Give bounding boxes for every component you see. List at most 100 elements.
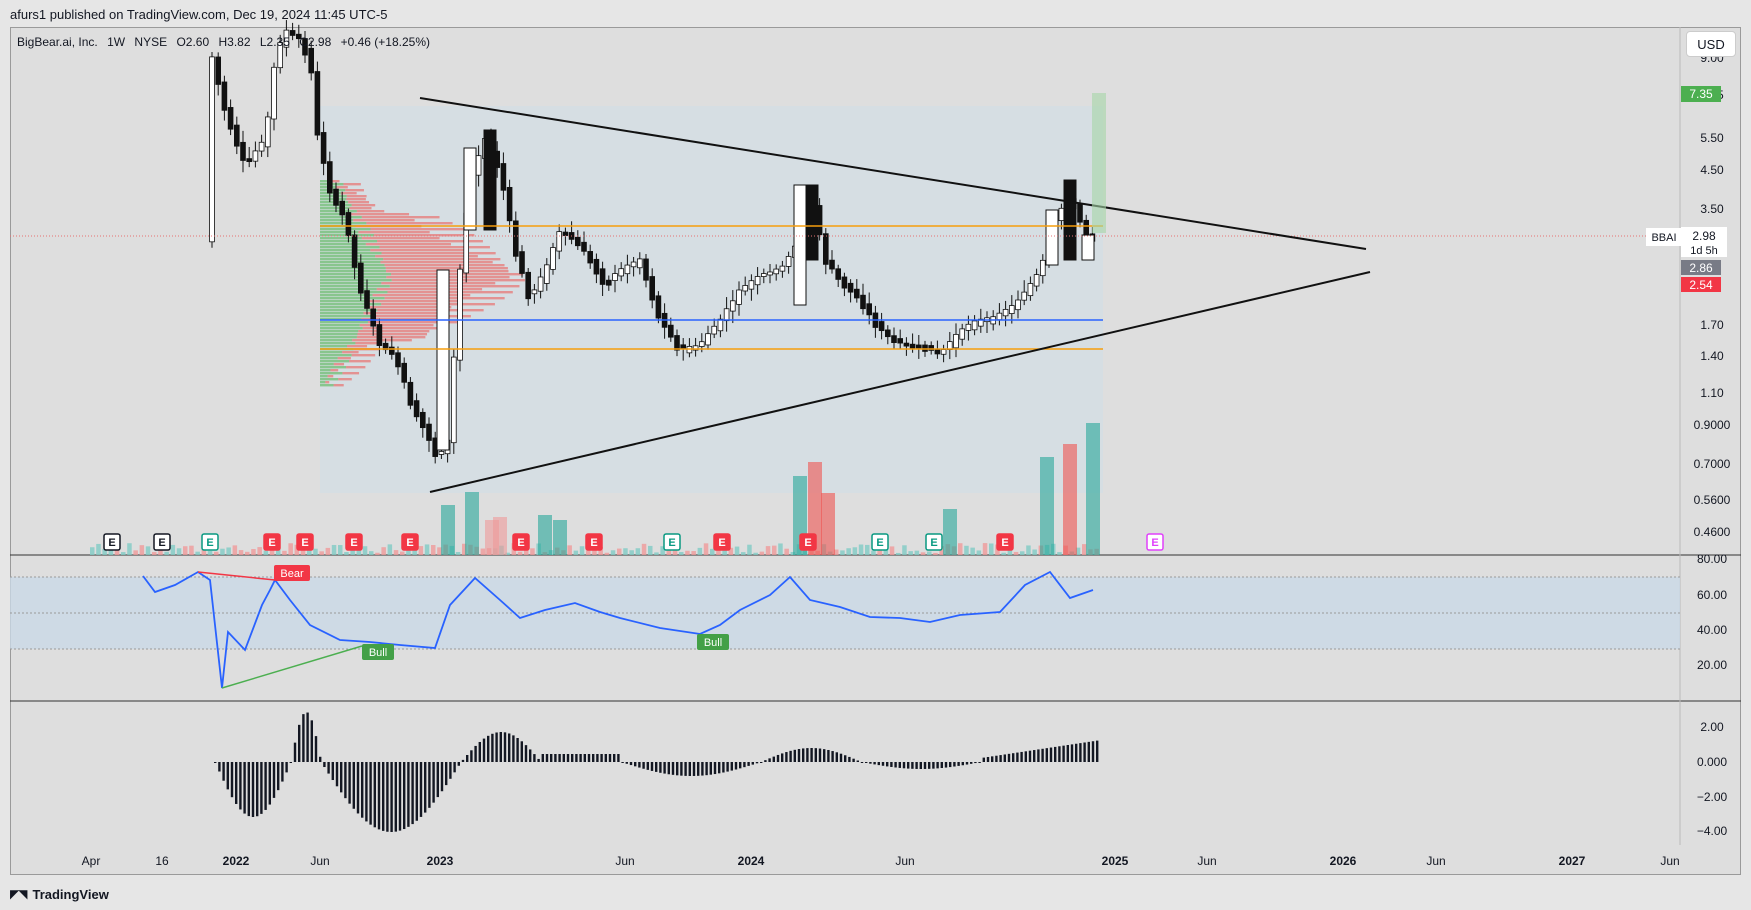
- macd-bar: [663, 762, 666, 774]
- macd-bar: [239, 762, 242, 810]
- vp-bar-red: [325, 381, 330, 384]
- macd-bar: [886, 762, 889, 767]
- macd-bar: [554, 754, 557, 762]
- macd-bar: [776, 754, 780, 762]
- price-tag-gray-text: 2.86: [1689, 261, 1713, 275]
- macd-bar: [860, 762, 864, 763]
- volume-bar: [747, 544, 752, 555]
- macd-bar: [680, 762, 683, 776]
- time-tick-label: Jun: [310, 854, 329, 868]
- earnings-marker-label: E: [158, 537, 165, 549]
- volume-bar: [418, 546, 424, 555]
- macd-bar: [604, 754, 607, 762]
- volume-bar: [852, 547, 858, 555]
- macd-bar: [936, 762, 939, 769]
- vp-bar-red: [377, 309, 484, 312]
- candle-body: [891, 335, 897, 344]
- earnings-marker: [713, 533, 731, 551]
- volume-bar: [424, 544, 430, 555]
- volume-bar: [362, 546, 368, 555]
- volume-bar: [245, 551, 250, 555]
- volume-bar: [530, 548, 535, 555]
- candle-body: [320, 132, 327, 164]
- tradingview-footer[interactable]: ◤◥ TradingView: [10, 884, 109, 904]
- time-tick-label: Jun: [895, 854, 914, 868]
- macd-bar: [877, 762, 880, 766]
- macd-bar: [1054, 746, 1057, 762]
- volume-bar: [1020, 551, 1025, 555]
- volume-bar: [90, 547, 95, 555]
- macd-bar: [348, 762, 351, 804]
- candle-body: [618, 268, 624, 277]
- volume-bar: [356, 546, 362, 555]
- macd-bar: [356, 762, 360, 814]
- currency-button[interactable]: USD: [1686, 31, 1736, 57]
- volume-bar: [207, 550, 213, 555]
- candle-body: [1027, 283, 1034, 297]
- vp-bar-green: [320, 258, 384, 261]
- candle-body: [1077, 203, 1083, 223]
- vp-bar-green: [320, 336, 357, 339]
- volume-bar: [1013, 551, 1019, 555]
- volume-bar: [889, 546, 895, 555]
- macd-bar: [550, 754, 553, 762]
- vp-bar-red: [363, 312, 445, 315]
- volume-bar: [865, 544, 870, 555]
- volume-bar: [790, 551, 796, 555]
- candle-body: [940, 349, 947, 355]
- macd-bar: [587, 754, 591, 762]
- price-tick-label: 0.4600: [1694, 525, 1731, 539]
- earnings-marker-label: E: [718, 537, 725, 549]
- candle-body: [333, 188, 339, 206]
- time-tick-label: 2026: [1330, 854, 1357, 868]
- macd-bar: [503, 732, 507, 762]
- macd-bar: [814, 748, 817, 762]
- macd-bar: [747, 762, 750, 766]
- macd-bar: [579, 754, 582, 762]
- candle-body-large: [463, 147, 477, 231]
- macd-tick-label: 0.000: [1697, 755, 1727, 769]
- macd-bar: [722, 762, 725, 773]
- vp-bar-red: [351, 213, 410, 216]
- vp-bar-green: [320, 372, 343, 375]
- vp-bar-red: [379, 246, 490, 249]
- macd-bar: [734, 762, 738, 770]
- volume-bar: [505, 552, 510, 555]
- vp-bar-red: [342, 351, 359, 354]
- volume-bar-large: [943, 509, 957, 555]
- macd-bar: [1016, 752, 1019, 762]
- macd-bar: [806, 748, 809, 762]
- candle-body: [897, 338, 903, 344]
- macd-bar: [789, 750, 792, 762]
- macd-bar: [785, 752, 788, 762]
- vp-bar-green: [320, 270, 386, 273]
- candle-body: [903, 342, 910, 347]
- macd-bar: [928, 762, 931, 769]
- macd-bar: [902, 762, 906, 769]
- volume-bar: [406, 546, 411, 555]
- volume-bar: [567, 545, 572, 555]
- volume-bar: [350, 550, 355, 555]
- vp-bar-red: [351, 204, 376, 207]
- candle-body: [264, 116, 271, 148]
- volume-bar: [183, 546, 188, 555]
- vp-bar-green: [320, 378, 339, 381]
- candle-body: [736, 289, 742, 305]
- symbol-name: BigBear.ai, Inc.: [17, 35, 98, 49]
- candle-body: [699, 341, 705, 347]
- macd-bar: [482, 738, 486, 762]
- macd-bar: [251, 762, 255, 817]
- rsi-tick-label: 80.00: [1697, 552, 1727, 566]
- candle-body: [835, 268, 841, 280]
- volume-bar: [238, 550, 244, 555]
- vp-bar-red: [346, 195, 367, 198]
- vp-bar-green: [320, 222, 367, 225]
- macd-bar: [915, 762, 918, 769]
- macd-bar: [869, 762, 872, 764]
- macd-bar: [965, 762, 969, 765]
- volume-bar: [170, 544, 176, 555]
- macd-bar: [751, 762, 754, 765]
- volume-bar-large: [441, 505, 455, 555]
- macd-bar: [856, 760, 859, 762]
